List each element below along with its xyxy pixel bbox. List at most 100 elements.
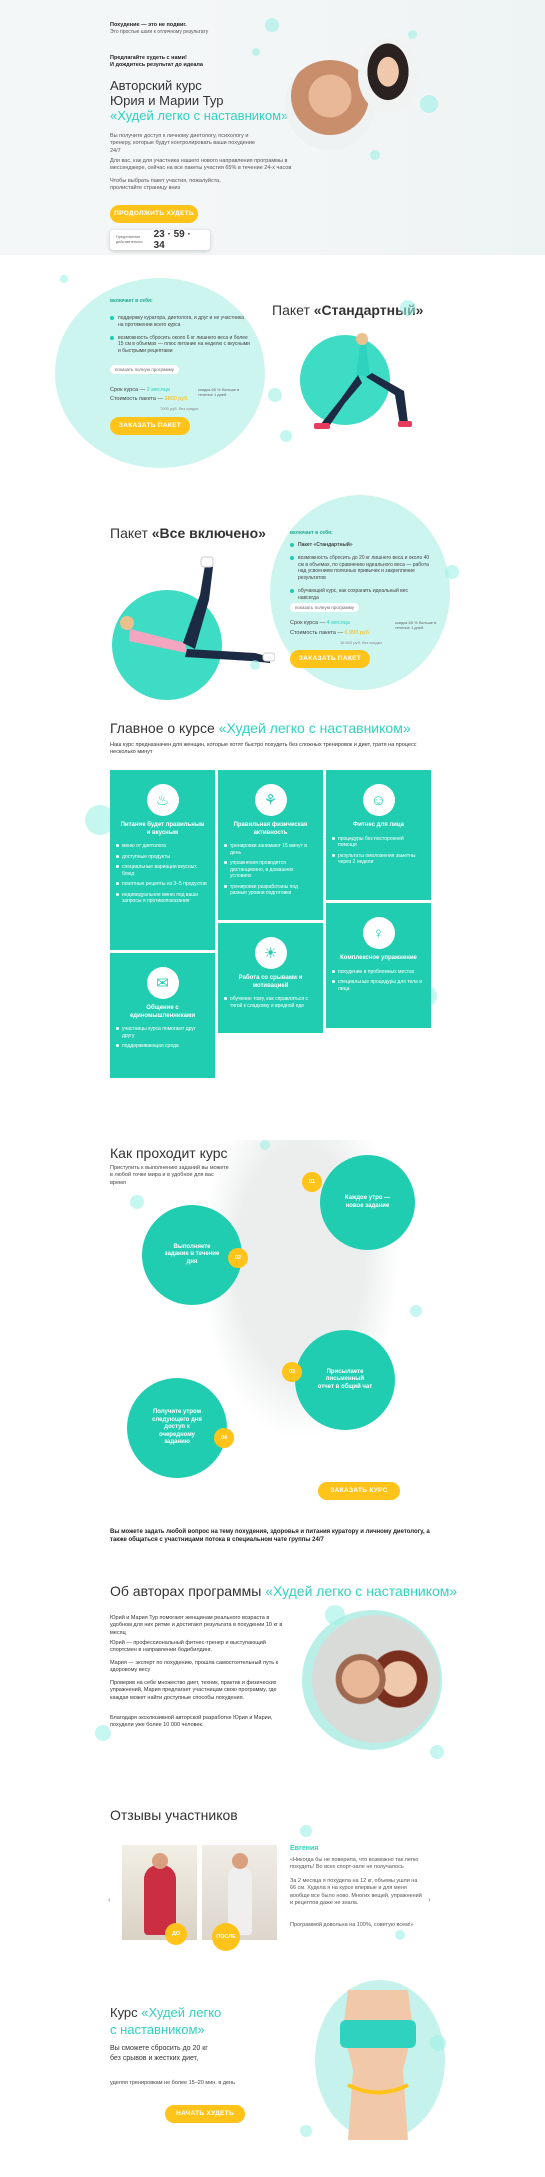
- allin-heading: Пакет «Все включено»: [110, 525, 266, 541]
- how-section: Как проходит курс Приступить к выполнени…: [0, 1130, 545, 1560]
- main-intro: Наш курс предназначен для женщин, которы…: [110, 742, 417, 756]
- card-list: меню от диетолога доступные продукты спе…: [110, 837, 215, 905]
- standard-heading: Пакет «Стандартный»: [272, 302, 424, 318]
- step-text: Каждое утро — новое задание: [344, 1195, 391, 1209]
- list-item: участницы курса помогают друг другу: [116, 1026, 207, 1039]
- list-item: упражнения проводятся дистанционно, в до…: [224, 860, 315, 880]
- final-cta-section: Курс «Худей легко с наставником» Вы смож…: [0, 1975, 545, 2175]
- list-item: поддерживающая среда: [116, 1043, 207, 1050]
- hero-title1: Авторский курс: [110, 78, 202, 93]
- start-losing-weight-button[interactable]: НАЧАТЬ ХУДЕТЬ: [165, 2105, 245, 2123]
- authors-p2: Юрий — профессиональный фитнес-тренер и …: [110, 1640, 266, 1654]
- card-title: Фитнес для лица: [352, 822, 405, 828]
- card-title: Комплексное упражнение: [340, 955, 417, 961]
- how-intro: Приступить к выполнению заданий вы может…: [110, 1165, 229, 1186]
- reviews-section: Отзывы участников ‹ › ДО ПОСЛЕ Евгения «…: [0, 1795, 545, 1955]
- standard-package-section: включает в себя: поддержку куратора, дие…: [0, 270, 545, 480]
- reviewer-name: Евгения: [290, 1845, 319, 1852]
- step-text: Получите утром следующего дня доступ к о…: [152, 1409, 202, 1446]
- list-item: тренировки занимают 15 минут в день: [224, 843, 315, 856]
- standard-term: Срок курса — 2 месяца: [110, 387, 170, 393]
- continue-button[interactable]: ПРОДОЛЖИТЬ ХУДЕТЬ: [110, 205, 198, 223]
- card-list: тренировки занимают 15 минут в день упра…: [218, 837, 323, 897]
- how-heading: Как проходит курс: [110, 1145, 228, 1161]
- standard-includes: включает в себя:: [110, 298, 153, 304]
- fitness-icon: ⚘: [254, 784, 287, 816]
- main-features-section: Главное о курсе «Худей легко с наставник…: [0, 710, 545, 1090]
- final-title-line1: Курс «Худей легко: [110, 2005, 222, 2020]
- feature-card-complex: ♀ Комплексное упражнение похудение в про…: [326, 903, 431, 1028]
- hero-top1: Похудение — это не подвиг.: [110, 22, 187, 28]
- step-number: 01: [302, 1172, 322, 1192]
- standard-old-price: 7000 руб. без скидки: [160, 406, 199, 411]
- hero-top2: Это простые шаги к отличному результату: [110, 29, 209, 35]
- step-number: 03: [282, 1362, 302, 1382]
- authors-photo: [312, 1615, 440, 1743]
- hero-p3: Чтобы выбрать пакет участия, пожалуйста,…: [110, 178, 221, 192]
- prev-arrow-icon[interactable]: ‹: [108, 1895, 111, 1904]
- list-item: специальные вариации вкусных блюд: [116, 864, 207, 877]
- allin-term: Срок курса — 4 месяца: [290, 620, 350, 626]
- step-number: 02: [228, 1248, 248, 1268]
- step-number: 04: [214, 1428, 234, 1448]
- authors-p4: Проверив на себе множество диет, техник,…: [110, 1680, 277, 1701]
- list-item: похудение в проблемных местах: [332, 969, 423, 976]
- final-title-line2: с наставником»: [110, 2022, 205, 2037]
- order-allin-button[interactable]: ЗАКАЗАТЬ ПАКЕТ: [290, 650, 370, 668]
- authors-heading: Об авторах программы «Худей легко с наст…: [110, 1583, 458, 1599]
- card-list: похудение в проблемных местах специальны…: [326, 963, 431, 993]
- hero-title2: Юрия и Марии Тур: [110, 93, 224, 108]
- next-arrow-icon[interactable]: ›: [428, 1895, 431, 1904]
- order-standard-button[interactable]: ЗАКАЗАТЬ ПАКЕТ: [110, 417, 190, 435]
- hero-section: Похудение — это не подвиг. Это простые ш…: [0, 0, 545, 255]
- measuring-waist-illustration: [340, 1990, 416, 2140]
- allin-program-link[interactable]: показать полную программу: [290, 603, 359, 612]
- review-text1: «Никогда бы не поверила, что возможно та…: [290, 1857, 419, 1871]
- authors-p1: Юрий и Мария Тур помогают женщинам реаль…: [110, 1615, 283, 1636]
- list-item: тренировки разработаны под разные уровни…: [224, 884, 315, 897]
- feature-card-motivation: ☀ Работа со срывами и мотивацией обучени…: [218, 923, 323, 1033]
- list-item: Пакет «Стандартный»: [290, 542, 430, 549]
- woman-lunge-illustration: [314, 333, 412, 429]
- list-item: понятные рецепты из 3–5 продуктов: [116, 881, 207, 887]
- standard-items: поддержку куратора, диетолога, и друг и …: [110, 315, 250, 361]
- body-icon: ♀: [362, 917, 395, 949]
- card-list: обучение тому, как справляться с тягой к…: [218, 990, 323, 1009]
- list-item: индивидуальное меню под ваши запросы и п…: [116, 892, 207, 905]
- face-icon: ☺: [362, 784, 395, 816]
- timer-label: Предложение действительно:: [116, 235, 144, 244]
- chat-bubble-icon: ✉: [146, 967, 179, 999]
- allin-package-section: Пакет «Все включено» включает в себя: Па…: [0, 490, 545, 700]
- list-item: возможность сбросить около 6 кг лишнего …: [110, 335, 250, 355]
- after-badge: ПОСЛЕ: [212, 1923, 240, 1951]
- bowl-icon: ♨: [146, 784, 179, 816]
- hero-title3: «Худей легко с наставником»: [110, 108, 289, 123]
- standard-program-link[interactable]: показать полную программу: [110, 365, 179, 374]
- list-item: специальные процедуры для тела и лица: [332, 979, 423, 992]
- allin-includes: включает в себя:: [290, 530, 333, 536]
- list-item: поддержку куратора, диетолога, и друг и …: [110, 315, 250, 329]
- card-list: участницы курса помогают друг другу подд…: [110, 1020, 215, 1050]
- review-photo-before: [122, 1845, 197, 1940]
- order-course-button[interactable]: ЗАКАЗАТЬ КУРС: [318, 1482, 400, 1500]
- hero-lead2: И дождитесь результат до идеала: [110, 62, 203, 68]
- feature-card-community: ✉ Общение с единомышленниками участницы …: [110, 953, 215, 1078]
- authors-p3: Мария — эксперт по похудению, прошла сам…: [110, 1660, 279, 1674]
- allin-price: Стоимость пакета — 6 990 руб.: [290, 630, 371, 636]
- standard-price: Стоимость пакета — 3800 руб.: [110, 396, 189, 402]
- card-title: Питание будет правильным и вкусным: [120, 822, 205, 836]
- list-item: обучение тому, как справляться с тягой к…: [224, 996, 315, 1009]
- list-item: обучающий курс, как сохранить идеальный …: [290, 588, 430, 602]
- allin-discount-note: скидка 65 % больше в течение 1 дней: [395, 620, 437, 631]
- allin-items: Пакет «Стандартный» возможность сбросить…: [290, 542, 430, 607]
- before-badge: ДО: [165, 1923, 187, 1945]
- standard-discount-note: скидка 65 % больше в течение 1 дней: [198, 387, 240, 398]
- final-sub1: Вы сможете сбросить до 20 кг: [110, 2045, 208, 2052]
- countdown-timer: Предложение действительно: 23 · 59 · 34: [110, 229, 210, 251]
- step-text: Присылаете письменный отчет в общий чат: [317, 1368, 373, 1390]
- step-card: Присылаете письменный отчет в общий чат: [295, 1330, 395, 1430]
- card-title: Правильная физическая активность: [233, 822, 308, 836]
- feature-card-face: ☺ Фитнес для лица процедуры без посторон…: [326, 770, 431, 900]
- hero-p2: Для вас, как для участника нашего нового…: [110, 158, 292, 172]
- review-photo-after: [202, 1845, 277, 1940]
